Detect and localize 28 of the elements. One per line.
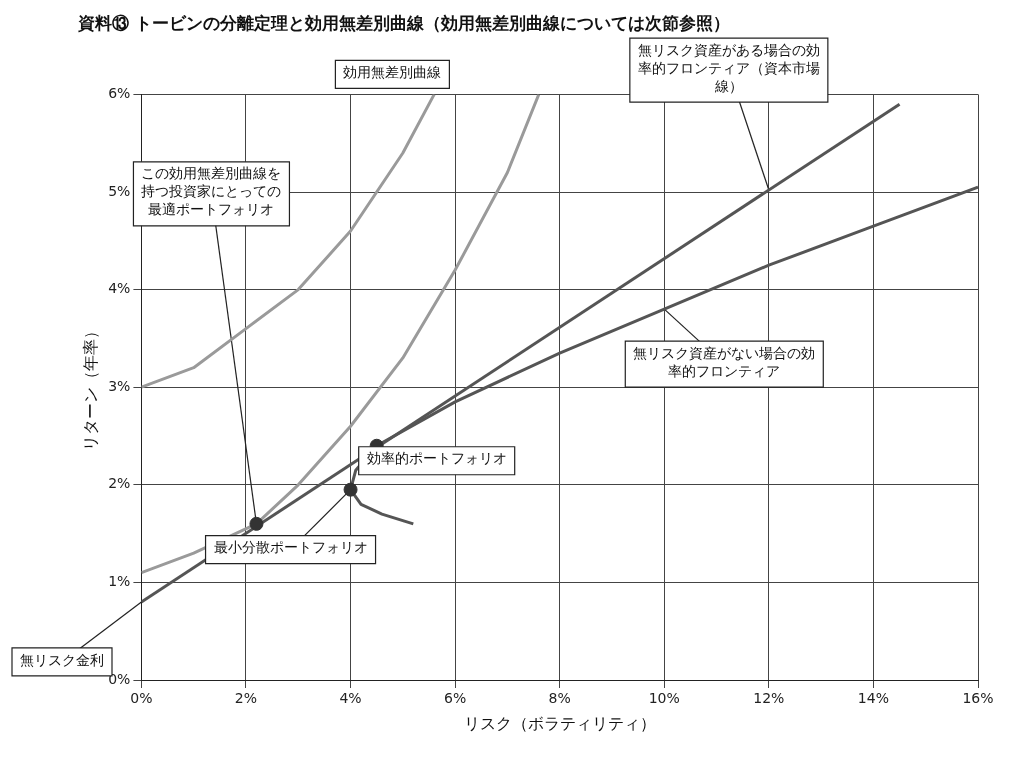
y-tick-label: 5% bbox=[108, 182, 131, 199]
annotation: 無リスク資産がある場合の効率的フロンティア（資本市場線） bbox=[637, 41, 820, 94]
x-tick-label: 8% bbox=[548, 690, 571, 707]
y-tick-label: 3% bbox=[108, 377, 131, 394]
x-tick-label: 6% bbox=[444, 690, 467, 707]
x-axis-title: リスク（ボラティリティ） bbox=[463, 713, 656, 733]
y-tick-label: 1% bbox=[108, 573, 131, 590]
point bbox=[343, 482, 358, 497]
x-tick-label: 14% bbox=[857, 690, 889, 707]
annotation: 効率的ポートフォリオ bbox=[366, 450, 507, 467]
x-tick-label: 12% bbox=[753, 690, 785, 707]
annotation: この効用無差別曲線を持つ投資家にとっての最適ポートフォリオ bbox=[141, 165, 282, 218]
y-axis-title: リターン（年率） bbox=[80, 323, 100, 452]
x-tick-label: 16% bbox=[962, 690, 994, 707]
annotation: 無リスク金利 bbox=[20, 651, 104, 668]
point bbox=[249, 516, 264, 531]
x-tick-label: 0% bbox=[130, 690, 153, 707]
y-tick-label: 4% bbox=[108, 280, 131, 297]
annotation: 無リスク資産がない場合の効率的フロンティア bbox=[633, 344, 816, 379]
x-tick-label: 10% bbox=[648, 690, 680, 707]
x-tick-label: 4% bbox=[339, 690, 362, 707]
y-tick-label: 0% bbox=[108, 670, 131, 687]
chart-title: 資料⑬ トービンの分離定理と効用無差別曲線（効用無差別曲線については次節参照） bbox=[77, 12, 730, 33]
annotation: 最小分散ポートフォリオ bbox=[213, 539, 368, 556]
text: 効用無差別曲線 bbox=[343, 64, 442, 81]
x-tick-label: 2% bbox=[234, 690, 258, 707]
y-tick-label: 6% bbox=[108, 85, 131, 102]
y-tick-label: 2% bbox=[108, 475, 131, 492]
